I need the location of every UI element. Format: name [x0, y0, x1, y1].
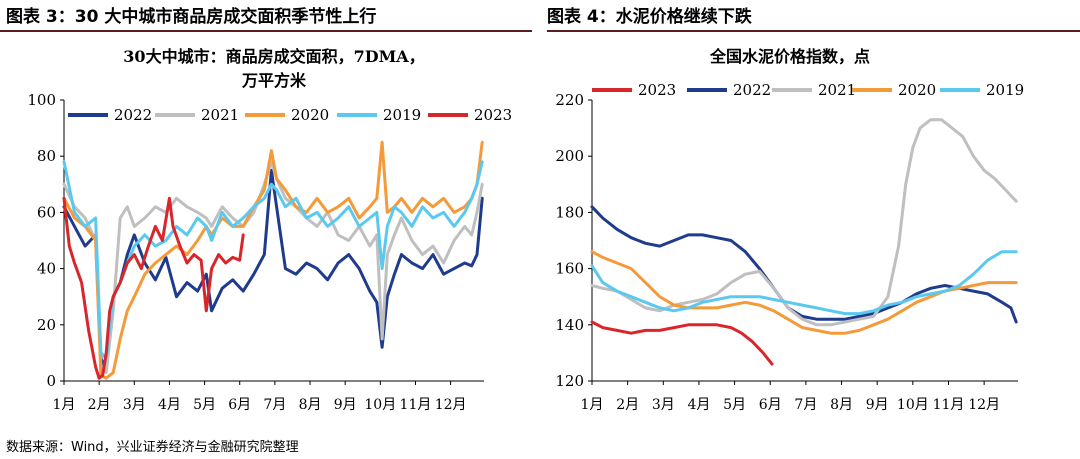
y-tick-label: 220 — [555, 91, 584, 109]
y-tick-label: 100 — [27, 91, 56, 109]
x-tick-label: 2月 — [88, 397, 111, 413]
chart-title-line: 30大中城市：商品房成交面积，7DMA， — [123, 47, 424, 66]
series-line-2020 — [62, 140, 484, 380]
series-line-2023 — [590, 320, 774, 366]
y-tick-label: 200 — [555, 147, 584, 165]
x-tick-label: 7月 — [794, 397, 817, 413]
left-panel-title: 图表 3：30 大中城市商品房成交面积季节性上行 — [6, 7, 377, 27]
right-title-rule — [547, 30, 1080, 32]
x-tick-label: 2月 — [616, 397, 639, 413]
x-tick-label: 6月 — [228, 397, 251, 413]
x-tick-label: 12月 — [968, 397, 1000, 413]
x-tick-label: 3月 — [123, 397, 146, 413]
legend-label-2021: 2021 — [818, 81, 856, 99]
legend-label-2020: 2020 — [898, 81, 936, 99]
x-tick-label: 10月 — [364, 397, 396, 413]
legend-label-2019: 2019 — [383, 106, 421, 124]
legend-label-2023: 2023 — [474, 106, 512, 124]
x-tick-label: 9月 — [334, 397, 357, 413]
x-tick-label: 8月 — [299, 397, 322, 413]
x-tick-label: 5月 — [193, 397, 216, 413]
y-tick-label: 0 — [46, 372, 56, 390]
x-tick-label: 4月 — [158, 397, 181, 413]
y-tick-label: 60 — [37, 203, 56, 221]
chart-1: 30大中城市：商品房成交面积，7DMA， 万平方米 0 20 40 60 80 100 1月 2月… — [27, 47, 512, 413]
series-line-2021 — [590, 118, 1018, 327]
y-tick-label: 20 — [37, 316, 56, 334]
legend-label-2022: 2022 — [733, 81, 771, 99]
x-tick-label: 6月 — [759, 397, 782, 413]
y-tick-label: 40 — [37, 260, 56, 278]
legend-label-2019: 2019 — [986, 81, 1024, 99]
x-tick-label: 10月 — [897, 397, 929, 413]
chart-2: 全国水泥价格指数，点 120 140 160 180 200 220 1月 2月 3月 4月 5月 6月… — [555, 47, 1024, 413]
x-tick-label: 7月 — [263, 397, 286, 413]
x-tick-label: 4月 — [687, 397, 710, 413]
chart-title-line: 全国水泥价格指数，点 — [709, 47, 870, 66]
y-tick-label: 180 — [555, 203, 584, 221]
x-tick-label: 3月 — [652, 397, 675, 413]
x-tick-label: 11月 — [933, 397, 965, 413]
x-tick-label: 5月 — [723, 397, 746, 413]
x-tick-label: 8月 — [830, 397, 853, 413]
legend-label-2022: 2022 — [114, 106, 152, 124]
x-tick-label: 11月 — [400, 397, 432, 413]
y-tick-label: 160 — [555, 260, 584, 278]
chart-title-line: 万平方米 — [241, 71, 307, 90]
y-tick-label: 120 — [555, 372, 584, 390]
source-note: 数据来源：Wind，兴业证券经济与金融研究院整理 — [6, 440, 299, 455]
y-tick-label: 140 — [555, 316, 584, 334]
x-tick-label: 1月 — [53, 397, 76, 413]
left-title-rule — [0, 30, 532, 32]
x-tick-label: 12月 — [435, 397, 467, 413]
legend-label-2020: 2020 — [291, 106, 329, 124]
series-line-2023 — [62, 196, 245, 380]
right-panel-title: 图表 4：水泥价格继续下跌 — [547, 7, 752, 27]
x-tick-label: 1月 — [581, 397, 604, 413]
x-tick-label: 9月 — [866, 397, 889, 413]
legend-label-2021: 2021 — [201, 106, 239, 124]
legend-label-2023: 2023 — [638, 81, 676, 99]
y-tick-label: 80 — [37, 147, 56, 165]
series-line-2019 — [590, 250, 1018, 316]
